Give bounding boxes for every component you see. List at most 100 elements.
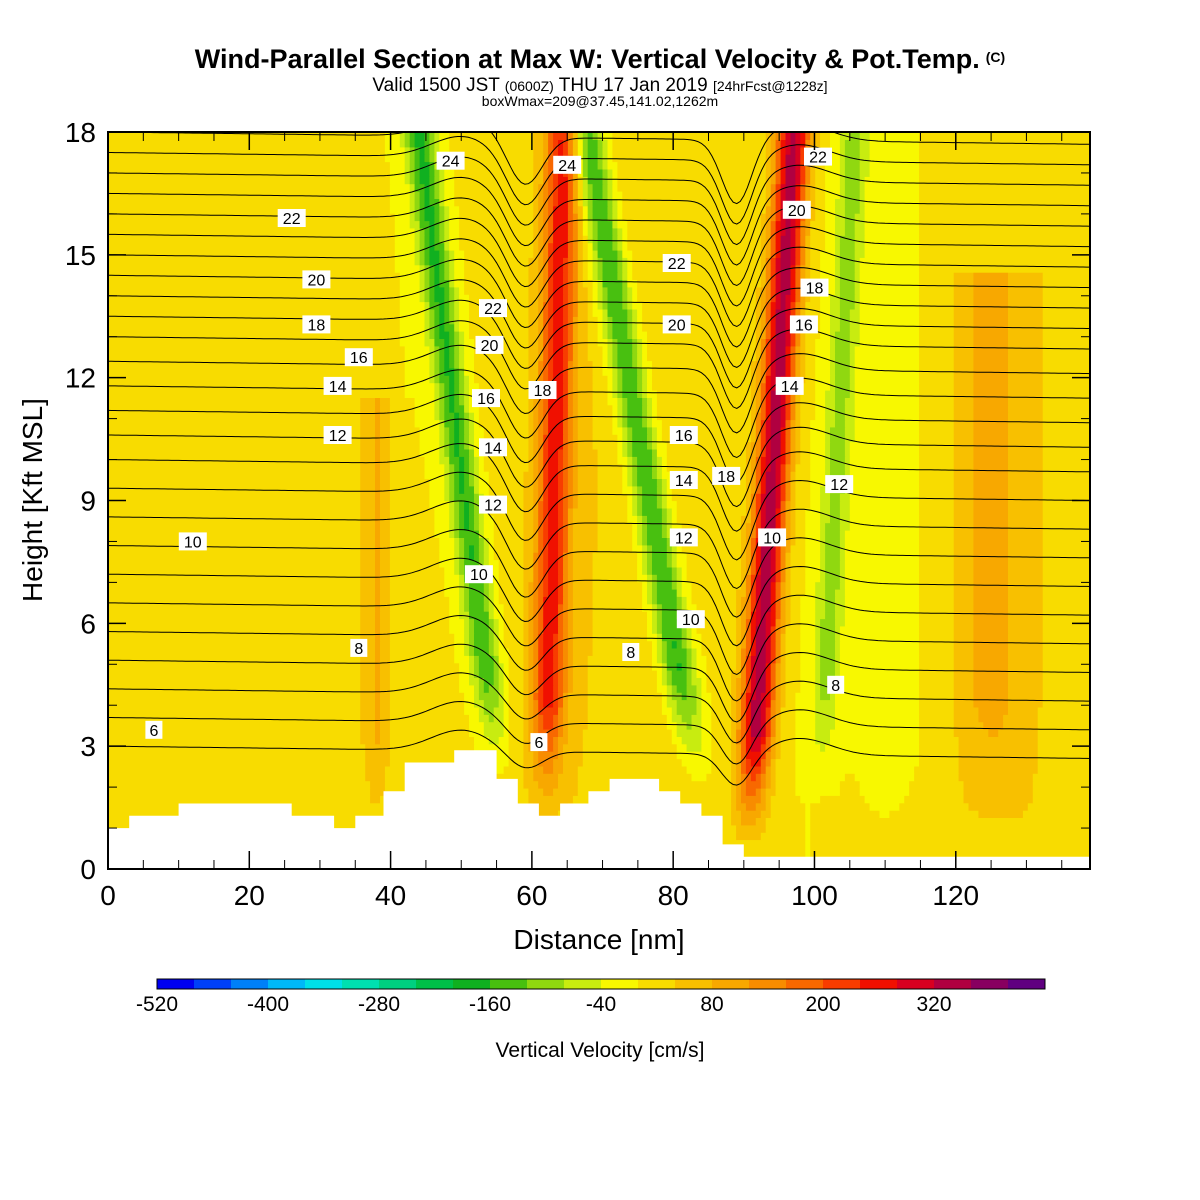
velocity-cell	[745, 478, 752, 487]
velocity-cell	[483, 677, 495, 686]
velocity-cell	[375, 448, 381, 457]
velocity-cell	[493, 588, 500, 597]
contour-label-text: 14	[675, 473, 693, 490]
velocity-cell	[459, 412, 465, 421]
velocity-cell	[765, 670, 772, 678]
velocity-cell	[770, 198, 777, 207]
velocity-cell	[859, 168, 871, 177]
velocity-cell	[567, 375, 574, 384]
velocity-cell	[745, 729, 752, 737]
velocity-cell	[820, 522, 826, 531]
velocity-cell	[617, 353, 633, 362]
velocity-cell	[800, 670, 816, 678]
velocity-cell	[627, 441, 633, 450]
velocity-cell	[745, 552, 752, 561]
velocity-cell	[563, 714, 569, 723]
velocity-cell	[563, 721, 569, 730]
velocity-cell	[661, 618, 683, 627]
velocity-cell	[810, 213, 816, 222]
contour-label-text: 10	[682, 612, 700, 629]
velocity-cell	[785, 367, 791, 376]
velocity-cell	[780, 227, 787, 236]
velocity-cell	[429, 168, 435, 177]
contour-label-bg	[622, 643, 640, 661]
velocity-cell	[755, 419, 762, 428]
velocity-cell	[558, 191, 569, 199]
velocity-cell	[528, 588, 534, 597]
velocity-cell	[424, 286, 430, 295]
velocity-cell	[736, 618, 742, 627]
velocity-cell	[1008, 456, 1044, 465]
velocity-cell	[731, 773, 737, 782]
velocity-cell	[1032, 795, 1090, 804]
velocity-cell	[691, 596, 737, 605]
velocity-cell	[919, 603, 955, 612]
velocity-cell	[538, 581, 544, 590]
velocity-cell	[780, 286, 792, 295]
velocity-cell	[1042, 581, 1090, 590]
velocity-cell	[108, 272, 401, 280]
velocity-cell	[449, 264, 455, 273]
velocity-cell	[770, 721, 777, 730]
velocity-cell	[775, 500, 782, 509]
velocity-cell	[503, 603, 524, 612]
velocity-cell	[652, 655, 658, 664]
velocity-cell	[701, 647, 737, 656]
velocity-cell	[459, 566, 465, 575]
velocity-cell	[760, 581, 772, 590]
velocity-cell	[953, 530, 975, 538]
velocity-cell	[577, 139, 584, 148]
velocity-cell	[632, 338, 638, 347]
velocity-cell	[533, 662, 539, 671]
velocity-cell	[790, 272, 796, 280]
velocity-cell	[780, 183, 787, 192]
velocity-cell	[439, 397, 445, 406]
chart-subtitle: Valid 1500 JST (0600Z) THU 17 Jan 2019 […	[0, 75, 1200, 97]
velocity-cell	[572, 478, 579, 487]
velocity-cell	[454, 375, 460, 384]
velocity-cell	[770, 183, 777, 192]
velocity-cell	[424, 154, 430, 163]
velocity-cell	[108, 493, 361, 502]
velocity-cell	[558, 537, 564, 546]
velocity-cell	[711, 751, 732, 760]
velocity-cell	[454, 441, 460, 450]
velocity-cell	[736, 765, 742, 774]
velocity-cell	[656, 434, 663, 443]
velocity-cell	[592, 264, 599, 273]
velocity-cell	[849, 515, 920, 524]
velocity-cell	[775, 146, 782, 155]
velocity-cell	[449, 353, 455, 362]
velocity-cell	[459, 441, 465, 450]
velocity-cell	[582, 272, 589, 280]
velocity-cell	[671, 471, 747, 479]
velocity-cell	[533, 154, 544, 163]
velocity-cell	[553, 205, 569, 214]
colorbar-label: -160	[469, 993, 511, 1016]
velocity-cell	[815, 191, 826, 199]
velocity-cell	[953, 353, 975, 362]
velocity-cell	[587, 353, 604, 362]
velocity-cell	[459, 677, 470, 686]
velocity-cell	[553, 677, 559, 686]
velocity-cell	[622, 478, 628, 487]
velocity-cell	[765, 625, 772, 634]
velocity-cell	[528, 787, 544, 796]
velocity-cell	[429, 220, 435, 229]
velocity-cell	[1042, 493, 1090, 502]
velocity-cell	[736, 588, 747, 597]
velocity-cell	[1042, 434, 1090, 443]
velocity-cell	[780, 618, 787, 627]
velocity-cell	[820, 249, 836, 258]
velocity-cell	[1008, 375, 1044, 384]
velocity-cell	[785, 544, 791, 553]
velocity-cell	[785, 493, 791, 502]
velocity-cell	[469, 647, 475, 656]
velocity-cell	[572, 367, 579, 376]
velocity-cell	[775, 780, 796, 789]
velocity-cell	[572, 647, 594, 656]
velocity-cell	[844, 176, 861, 185]
velocity-cell	[736, 596, 742, 605]
velocity-cell	[597, 154, 604, 163]
velocity-cell	[839, 183, 846, 192]
